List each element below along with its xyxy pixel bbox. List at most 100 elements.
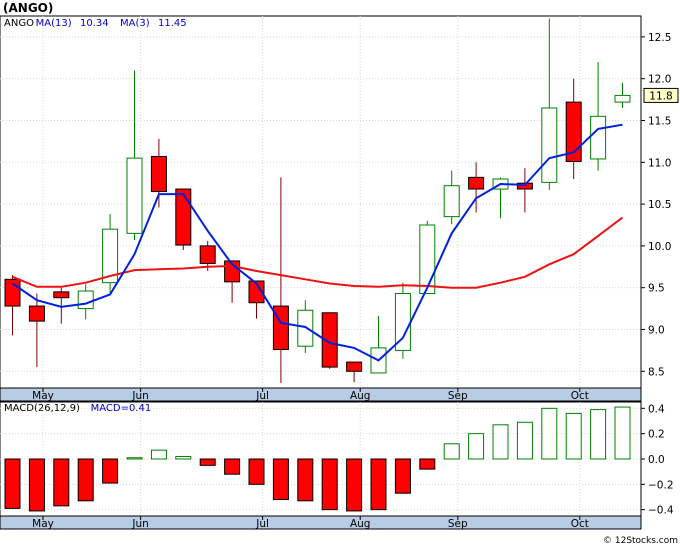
macd-histogram — [4, 406, 631, 512]
macd-bar-negative — [28, 458, 45, 512]
price-y-tick-label: 10.0 — [648, 241, 671, 253]
candle-body — [565, 101, 582, 162]
candle-up — [614, 82, 631, 108]
macd-bar-negative — [53, 458, 70, 507]
chart-title: (ANGO) — [3, 1, 53, 15]
candle-body — [541, 107, 558, 183]
price-y-tick-label: 11.0 — [648, 157, 671, 169]
macd-bar-positive — [150, 449, 167, 460]
macd-bar-positive — [443, 443, 460, 460]
macd-panel: May Jun Jul Aug Sep Oct 0.4 0.2 0.0 −0.2 −0.4 MAC… — [0, 401, 674, 530]
macd-y-tick-label: −0.4 — [648, 505, 674, 517]
candle-body — [321, 312, 338, 368]
price-month-label: Jun — [131, 390, 148, 402]
candle-down — [468, 162, 485, 213]
macd-bar-negative — [370, 458, 387, 511]
candle-body — [126, 157, 143, 234]
macd-y-axis: 0.4 0.2 0.0 −0.2 −0.4 — [641, 403, 674, 517]
macd-bar-negative — [199, 458, 216, 466]
price-legend-label: MA(13) — [36, 18, 72, 29]
macd-bar-positive — [492, 424, 509, 460]
ma3-line — [11, 123, 623, 362]
candle-up — [541, 18, 558, 190]
price-legend: ANGO MA(13) 10.34 MA(3) 11.45 — [4, 18, 187, 29]
candle-body — [443, 185, 460, 218]
candle-body — [199, 245, 216, 264]
price-legend-value: 11.45 — [158, 18, 187, 29]
price-legend-label: ANGO — [4, 18, 34, 29]
candle-down — [199, 240, 216, 271]
candle-up — [126, 70, 143, 241]
price-legend-value: 10.34 — [80, 18, 109, 29]
candle-body — [346, 361, 363, 372]
macd-bar-positive — [175, 455, 192, 460]
candle-down — [321, 312, 338, 369]
last-price-label: 11.8 — [643, 87, 679, 103]
price-month-label: Jul — [255, 390, 269, 402]
candle-body — [614, 94, 631, 103]
candle-down — [53, 287, 70, 324]
macd-legend-label: MACD(26,12,9) — [4, 403, 80, 414]
macd-bar-positive — [541, 407, 558, 460]
candle-body — [248, 280, 265, 304]
price-month-label: Sep — [448, 390, 468, 402]
candle-body — [150, 155, 167, 193]
macd-y-tick-label: 0.4 — [648, 403, 665, 415]
candle-up — [590, 61, 607, 171]
macd-bar-negative — [297, 458, 314, 502]
price-month-label: Aug — [350, 390, 371, 402]
candle-body — [77, 290, 94, 310]
macd-bar-negative — [321, 458, 338, 511]
candle-up — [443, 170, 460, 225]
price-y-tick-label: 12.5 — [648, 32, 671, 44]
last-price-box — [643, 87, 679, 103]
macd-legend: MACD(26,12,9) MACD=0.41 — [4, 403, 151, 414]
macd-month-label: Aug — [350, 518, 371, 530]
candle-down — [516, 168, 533, 213]
price-y-tick-label: 8.5 — [648, 366, 665, 378]
price-gridlines — [0, 16, 641, 388]
macd-y-tick-label: 0.2 — [648, 429, 665, 441]
macd-bar-negative — [4, 458, 21, 509]
price-month-label: Oct — [571, 390, 589, 402]
macd-bar-positive — [516, 421, 533, 460]
candle-body — [419, 224, 436, 295]
macd-bar-negative — [272, 458, 289, 501]
macd-bar-negative — [224, 458, 241, 475]
candle-body — [590, 115, 607, 160]
macd-month-axis-band — [0, 515, 642, 530]
macd-bar-positive — [126, 457, 143, 460]
macd-month-label: Jun — [131, 518, 148, 530]
candle-down — [28, 293, 45, 368]
price-y-axis: 8.5 9.0 9.5 10.0 10.5 11.0 11.5 12.0 12.5 — [641, 32, 671, 378]
macd-bar-negative — [419, 458, 436, 470]
macd-y-tick-label: −0.2 — [648, 479, 674, 491]
price-y-tick-label: 11.5 — [648, 115, 671, 127]
price-month-axis-band — [0, 387, 642, 402]
candle-up — [394, 282, 411, 359]
macd-month-label: Sep — [448, 518, 468, 530]
macd-bar-positive — [565, 412, 582, 460]
price-panel: May Jun Jul Aug Sep Oct 8.5 9.0 9.5 10.0 10.5 11.0… — [0, 15, 679, 402]
candle-down — [565, 78, 582, 180]
macd-bar-negative — [102, 458, 119, 484]
price-y-tick-label: 12.0 — [648, 74, 671, 86]
macd-month-label: Jul — [255, 518, 269, 530]
ma13-line — [12, 216, 624, 289]
candle-body — [4, 278, 21, 307]
macd-month-label: Oct — [571, 518, 589, 530]
candle-down — [346, 361, 363, 383]
candle-body — [102, 228, 119, 284]
candle-down — [248, 280, 265, 319]
last-price-text: 11.8 — [649, 90, 672, 102]
macd-month-label: May — [32, 518, 54, 530]
macd-bar-negative — [394, 458, 411, 494]
candle-up — [419, 220, 436, 295]
moving-average-lines — [11, 123, 624, 362]
candle-up — [102, 214, 119, 293]
candle-body — [175, 188, 192, 246]
footer-credit: © 12Stocks.com — [603, 536, 678, 546]
candle-down — [175, 188, 192, 251]
candle-body — [468, 176, 485, 190]
